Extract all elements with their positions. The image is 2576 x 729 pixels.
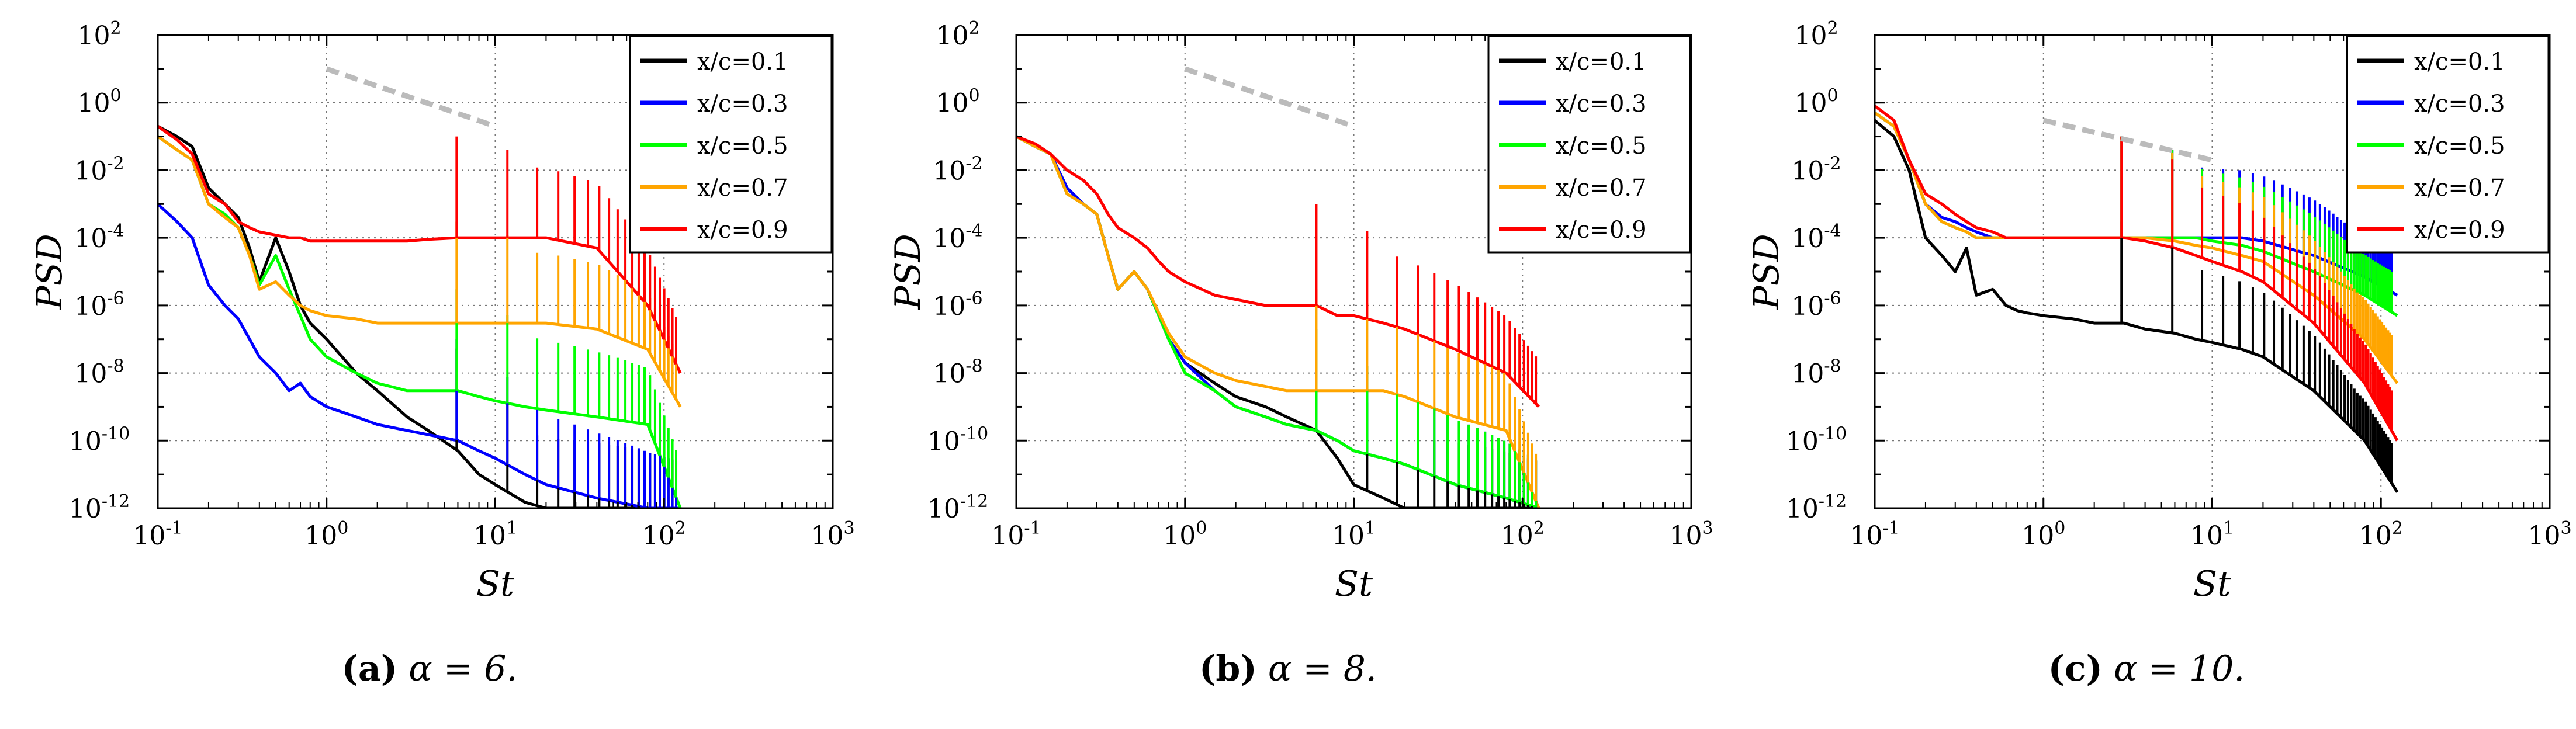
panel-c-legend: x/c=0.1 x/c=0.3 x/c=0.5 x/c=0.7 x/c=0.9: [2346, 35, 2550, 254]
panel-a-legend: x/c=0.1 x/c=0.3 x/c=0.5 x/c=0.7 x/c=0.9: [629, 35, 833, 254]
panel-b-y-tick-label: 10-10: [927, 423, 988, 456]
panel-b-y-tick-label: 102: [936, 18, 979, 51]
panel-a-chart: 10-1 100 101 102 103 10-12 10-10 10-8 10-6 10-4 10…: [29, 18, 855, 605]
panel-b-chart: 10-1 100 101 102 103 10-12 10-10 10-8 10-6 10-4 10…: [888, 18, 1713, 605]
panel-b-y-axis-label: PSD: [888, 234, 929, 310]
panel-c-chart: 10-1 100 101 102 103 10-12 10-10 10-8 10-6 10-4 10…: [1746, 18, 2572, 605]
panel-b-legend-label: x/c=0.1: [1556, 48, 1647, 75]
panel-a-series-group: [158, 124, 682, 508]
caption-a: (a) α = 6.: [108, 648, 751, 689]
panel-c-y-tick-label: 10-10: [1786, 423, 1847, 456]
panel-c-x-tick-label: 103: [2527, 518, 2571, 551]
panel-b-x-tick-label: 103: [1669, 518, 1713, 551]
panel-a-legend-label: x/c=0.5: [697, 133, 788, 159]
panel-a-y-tick-label: 10-4: [74, 221, 124, 254]
panel-c-legend-label: x/c=0.5: [2414, 133, 2505, 159]
caption-b-letter: (b): [1199, 648, 1257, 689]
panel-a-x-tick-label: 103: [811, 518, 854, 551]
panel-b-series-group: [1016, 135, 1540, 508]
panel-b-reference-line: [1184, 66, 1355, 129]
panel-c-legend-label: x/c=0.7: [2414, 175, 2505, 202]
panel-a-x-tick-label: 102: [642, 518, 686, 551]
panel-c-y-tick-label: 10-6: [1791, 289, 1841, 321]
panel-a-series-xc09: [158, 125, 682, 374]
panel-a-x-tick-label: 100: [304, 518, 348, 551]
panel-b-y-tick-label: 10-6: [933, 289, 982, 321]
panel-a-legend-box: [629, 35, 833, 254]
panel-b-legend-label: x/c=0.3: [1556, 91, 1647, 117]
panel-a-reference-line: [326, 66, 496, 129]
panel-c-x-tick-label: 100: [2021, 518, 2065, 551]
caption-b-text: α = 8.: [1268, 648, 1377, 689]
panel-c-y-axis-label: PSD: [1746, 234, 1787, 310]
panel-a-y-tick-label: 100: [77, 86, 121, 119]
caption-c-text: α = 10.: [2114, 648, 2245, 689]
panel-a-legend-label: x/c=0.1: [697, 48, 788, 75]
panel-c-y-tick-label: 100: [1794, 86, 1838, 119]
panel-a-series-xc05: [158, 135, 682, 508]
panel-b-x-tick-label: 10-1: [991, 518, 1041, 551]
caption-c-letter: (c): [2048, 648, 2103, 689]
panel-b-legend: x/c=0.1 x/c=0.3 x/c=0.5 x/c=0.7 x/c=0.9: [1487, 35, 1691, 254]
panel-b-series-xc09: [1016, 135, 1540, 408]
panel-c-x-tick-label: 10-1: [1850, 518, 1899, 551]
panel-b-x-tick-label: 102: [1501, 518, 1545, 551]
panel-a-legend-label: x/c=0.7: [697, 175, 788, 202]
panel-a-y-tick-label: 10-2: [74, 153, 124, 186]
panel-a-legend-label: x/c=0.3: [697, 91, 788, 117]
panel-c-y-tick-label: 10-8: [1791, 356, 1841, 389]
caption-a-letter: (a): [341, 648, 398, 689]
panel-b-y-tick-label: 10-12: [927, 491, 988, 524]
panel-c-y-tick-label: 10-12: [1786, 491, 1847, 524]
panel-c-y-tick-label: 102: [1794, 18, 1838, 51]
panel-a-series-xc07: [158, 135, 682, 408]
panel-b-y-tick-label: 10-2: [933, 153, 982, 186]
panel-a-series-xc03: [158, 203, 681, 508]
panel-c-legend-label: x/c=0.9: [2414, 217, 2505, 244]
panel-a-legend-label: x/c=0.9: [697, 217, 788, 244]
panel-a-y-tick-label: 10-8: [74, 356, 124, 389]
panel-a-x-axis-label: St: [476, 564, 515, 605]
caption-c: (c) α = 10.: [1825, 648, 2468, 689]
panel-c-reference-line: [2042, 117, 2213, 163]
panel-a-y-tick-label: 10-6: [74, 289, 124, 321]
panel-c-x-tick-label: 101: [2190, 518, 2234, 551]
caption-b: (b) α = 8.: [967, 648, 1609, 689]
panel-c-series-group: [1875, 105, 2399, 493]
panel-b-x-tick-label: 101: [1332, 518, 1376, 551]
panel-a-y-tick-label: 102: [77, 18, 121, 51]
panel-a-x-tick-label: 101: [473, 518, 517, 551]
panel-c-y-tick-label: 10-4: [1791, 221, 1841, 254]
panel-b-legend-label: x/c=0.7: [1556, 175, 1647, 202]
panel-c-series-xc09: [1875, 105, 2399, 442]
panel-c-y-tick-label: 10-2: [1791, 153, 1841, 186]
panel-a-x-tick-label: 10-1: [133, 518, 182, 551]
panel-c-legend-label: x/c=0.3: [2414, 91, 2505, 117]
panel-c-series-xc01: [1875, 119, 2399, 493]
panel-a-y-axis-label: PSD: [29, 234, 70, 310]
panel-b-series-xc07: [1016, 135, 1540, 508]
panel-b-x-axis-label: St: [1335, 564, 1373, 605]
panel-b-y-tick-label: 100: [936, 86, 979, 119]
panel-c-x-axis-label: St: [2193, 564, 2232, 605]
panel-b-y-tick-label: 10-8: [933, 356, 982, 389]
panel-c-x-tick-label: 102: [2359, 518, 2403, 551]
caption-a-text: α = 6.: [408, 648, 518, 689]
panel-b-y-tick-label: 10-4: [933, 221, 982, 254]
panel-a-ticks: [157, 34, 834, 509]
panel-b-legend-label: x/c=0.5: [1556, 133, 1647, 159]
panel-b-legend-label: x/c=0.9: [1556, 217, 1647, 244]
panel-a-y-tick-label: 10-12: [69, 491, 130, 524]
panel-a-y-tick-label: 10-10: [69, 423, 130, 456]
panel-b-x-tick-label: 100: [1163, 518, 1207, 551]
panel-c-legend-label: x/c=0.1: [2414, 48, 2505, 75]
